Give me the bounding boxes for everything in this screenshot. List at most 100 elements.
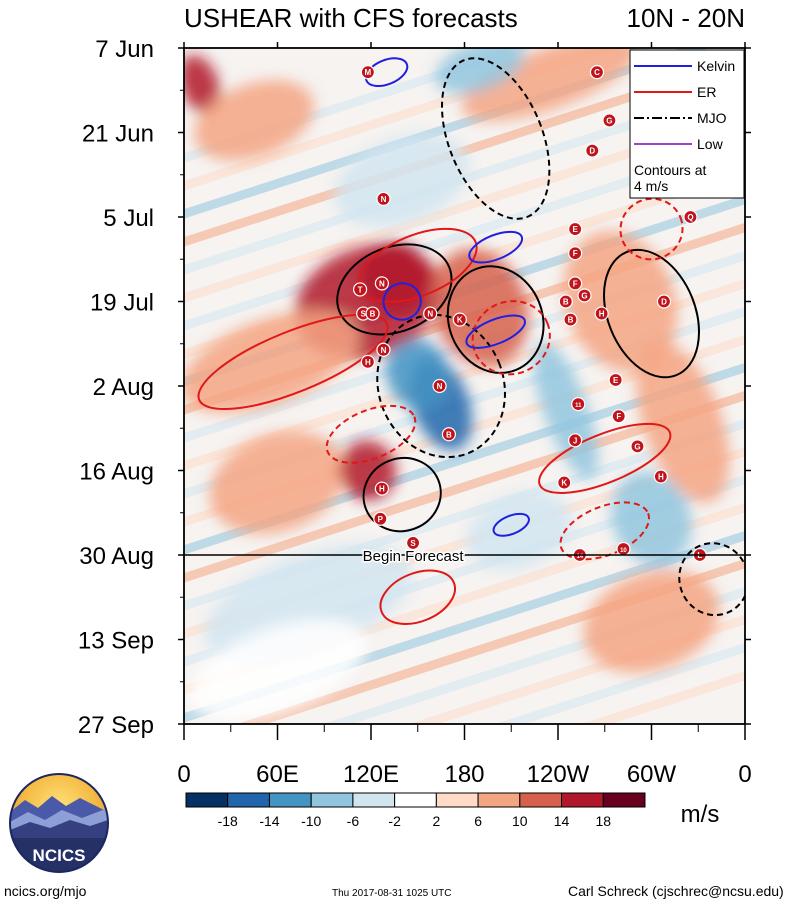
mjo-contour (440, 57, 551, 220)
storm-marker: F (568, 246, 583, 261)
legend-label-er: ER (697, 84, 716, 100)
storm-marker: B (558, 294, 573, 309)
y-tick-label: 21 Jun (82, 121, 154, 148)
x-tick-label: 60E (256, 761, 299, 788)
colorbar-label: 18 (595, 813, 611, 829)
field-anomaly (533, 341, 598, 479)
mjo-contour (362, 457, 442, 533)
footer-site[interactable]: ncics.org/mjo (4, 883, 87, 899)
field-anomaly (359, 241, 429, 314)
storm-symbol (568, 221, 583, 237)
storm-marker: F (568, 276, 583, 291)
texture-band (184, 628, 745, 724)
storm-symbol (360, 354, 375, 369)
colorbar-swatch (310, 792, 354, 808)
colorbar-swatch (519, 792, 563, 808)
storm-symbol (376, 191, 391, 206)
er-contour (471, 300, 551, 376)
storm-marker: C (589, 65, 605, 80)
texture-band (184, 48, 745, 260)
storm-marker: K (557, 475, 572, 490)
x-axis: 0 60E 120E 180 120W 60W 0 (177, 42, 752, 788)
colorbar-label: -2 (388, 813, 401, 829)
field-anomaly (435, 48, 525, 94)
colorbar-label: -10 (301, 813, 321, 829)
storm-label: T (358, 285, 363, 294)
legend-note-line2: 4 m/s (634, 178, 668, 194)
storm-label: B (370, 310, 376, 319)
legend-label-mjo: MJO (697, 110, 727, 126)
legend-box (629, 49, 745, 199)
storm-symbol (568, 276, 583, 291)
storm-marker: B (365, 306, 380, 321)
legend: Kelvin ER MJO Low Contours at 4 m/s (629, 49, 745, 199)
colorbar-label: 2 (432, 813, 440, 829)
storm-marker: 10 (616, 541, 631, 557)
y-tick-label: 19 Jul (90, 290, 154, 317)
y-tick-label: 27 Sep (78, 712, 154, 739)
storm-label: J (573, 436, 577, 445)
storm-symbol (577, 288, 592, 303)
storm-marker: B (441, 427, 457, 442)
colorbar-swatch (352, 792, 396, 808)
storm-symbol (656, 294, 672, 309)
storm-label: B (446, 430, 452, 439)
y-axis: 7 Jun 21 Jun 5 Jul 19 Jul 2 Aug 16 Aug 30 Aug 1… (78, 36, 751, 739)
storm-symbol (452, 312, 467, 327)
storm-symbol (432, 378, 447, 394)
er-contour (559, 501, 651, 561)
storm-symbol (630, 439, 645, 454)
forecast-label: Begin Forecast (363, 548, 465, 565)
storm-label: G (606, 116, 612, 125)
field-anomaly (184, 310, 359, 413)
field-anomaly (583, 570, 720, 673)
colorbar-swatch (561, 792, 604, 808)
texture-band (184, 96, 745, 316)
storm-symbol (594, 306, 609, 321)
ncics-logo: NCICS (9, 773, 109, 873)
storm-marker: N (423, 306, 438, 321)
chart-title: USHEAR with CFS forecasts (184, 3, 518, 33)
y-tick-label: 13 Sep (78, 628, 154, 655)
footer-timestamp: Thu 2017-08-31 1025 UTC (332, 888, 452, 899)
texture-band (184, 48, 745, 204)
field-anomaly (188, 618, 367, 721)
storm-marker: H (594, 306, 609, 321)
storm-label: K (561, 479, 567, 488)
kelvin-contour (468, 230, 524, 264)
storm-marker: Q (683, 209, 698, 225)
legend-note-line1: Contours at (634, 162, 706, 178)
colorbar-label: 14 (554, 813, 570, 829)
x-tick-label: 60W (627, 761, 677, 788)
storm-symbol (563, 312, 578, 327)
storm-symbol (557, 475, 572, 490)
storm-symbol (589, 65, 605, 80)
storm-label: M (365, 68, 372, 77)
storm-label: 10 (620, 548, 627, 554)
storm-label: 14 (576, 554, 583, 560)
colorbar-swatch (185, 792, 229, 808)
er-contour (197, 313, 389, 411)
mjo-contour (446, 265, 545, 374)
field-anomaly (194, 80, 314, 161)
colorbar-label: -6 (347, 813, 360, 829)
storm-label: N (379, 279, 385, 288)
storm-marker: H (360, 354, 375, 369)
storm-label: H (379, 485, 385, 494)
storm-label: H (658, 473, 664, 482)
legend-label-kelvin: Kelvin (697, 58, 735, 74)
storm-marker: G (630, 439, 645, 454)
storm-label: G (634, 442, 640, 451)
colorbar-swatch (435, 792, 479, 808)
field-anomaly (636, 341, 730, 503)
storm-marker: P (373, 511, 388, 526)
storm-label: D (661, 298, 667, 307)
colorbar: -18 -14 -10 -6 -2 2 6 10 14 18 (185, 792, 646, 829)
storm-label: H (365, 358, 371, 367)
y-tick-label: 7 Jun (95, 36, 154, 63)
storm-marker: J (568, 433, 583, 448)
storm-symbol (558, 294, 573, 309)
storm-marker: D (585, 143, 600, 158)
storm-symbol (423, 306, 438, 321)
